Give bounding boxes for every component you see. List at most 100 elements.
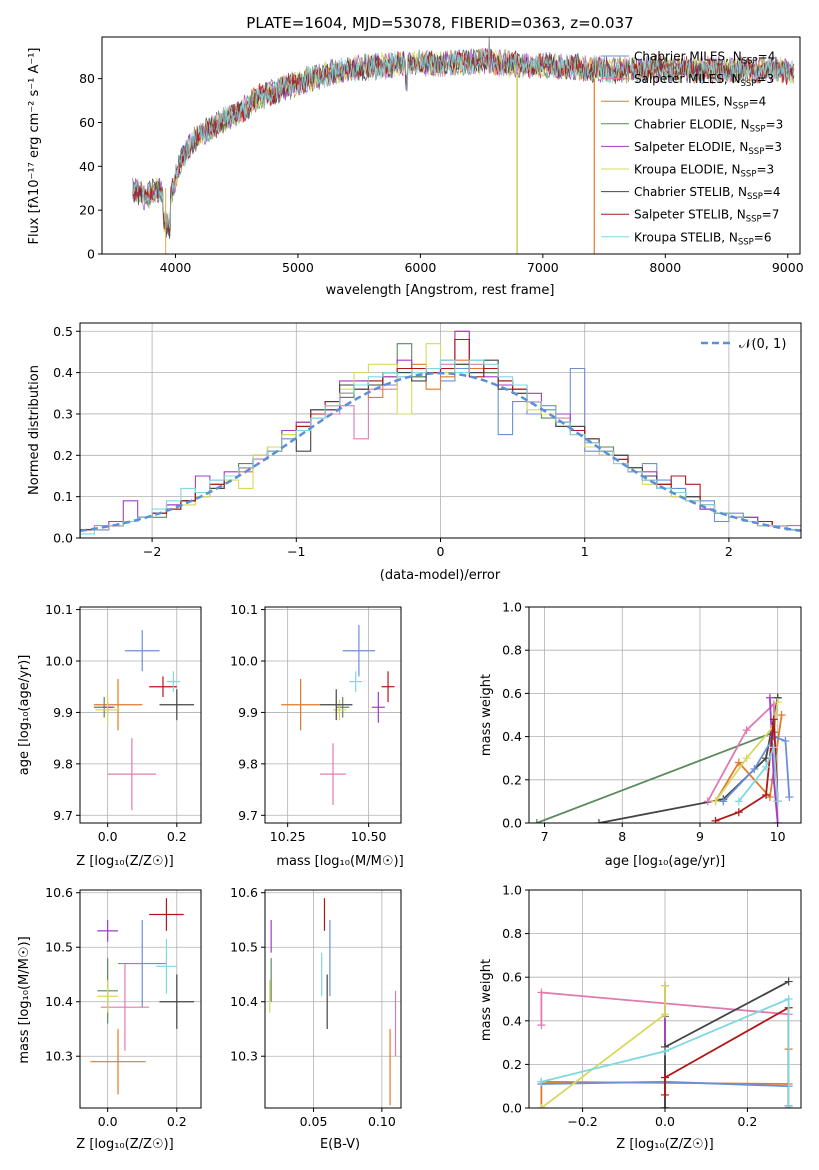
age-vs-z-ytick-label-2: 9.9	[53, 705, 73, 720]
residuals-xtick-label-3: 1	[581, 544, 589, 559]
legend-sub-4: SSP	[748, 147, 764, 157]
age-vs-mass-ytick-label-2: 9.9	[238, 705, 258, 720]
mass-ebv-panel: 0.05 0.10 10.3 10.4 10.5 10.6 E(B-V)	[230, 885, 402, 1152]
weight-vs-age-marker-3-1	[734, 758, 743, 767]
weight-age-plot: 7 8 9 10 0.0 0.2 0.4 0.6 0.8 1.0	[502, 600, 802, 844]
legend-name-1: Salpeter MILES, N	[634, 72, 741, 86]
mass-vs-ebv-ytick-label-3: 10.6	[230, 885, 258, 900]
weight-vs-z-ytick-label-2: 0.4	[502, 1013, 522, 1028]
legend-label-7: Salpeter STELIB, NSSP=7	[634, 208, 779, 225]
weight-vs-z-marker-5-2	[661, 981, 669, 990]
age-vs-mass-ytick-label-0: 9.7	[238, 808, 258, 823]
age-vs-z-ytick-label-3: 10.0	[45, 654, 73, 669]
weight-vs-age-ytick-label-5: 1.0	[502, 600, 522, 615]
mass-vs-ebv-ytick-label-0: 10.3	[230, 1049, 258, 1064]
weight-vs-age-marker-8-3	[773, 797, 782, 806]
residuals-xtick-label-4: 2	[725, 544, 733, 559]
weight-vs-age-frame	[528, 606, 802, 824]
weight-vs-age-ytick-label-1: 0.2	[502, 772, 522, 787]
weight-z-xlabel: Z [log₁₀(Z/Z☉)]	[616, 1137, 713, 1152]
legend-name-5: Kroupa ELODIE, N	[634, 163, 741, 177]
legend-name-2: Kroupa MILES, N	[634, 95, 733, 109]
age-vs-mass-frame	[264, 606, 402, 824]
age-z-ylabel: age [log₁₀(age/yr)]	[17, 655, 32, 776]
mass-vs-ebv-ticks: 0.05 0.10 10.3 10.4 10.5 10.6	[230, 885, 396, 1129]
weight-z-plot: −0.2 0.0 0.2 0.0 0.2 0.4 0.6 0.8 1.0	[502, 883, 802, 1129]
weight-vs-z-xtick-label-2: 0.2	[737, 1114, 757, 1129]
weight-vs-age-xtick-label-2: 9	[696, 829, 704, 844]
legend-label-6: Chabrier STELIB, NSSP=4	[634, 185, 781, 202]
weight-vs-age-marker-4-4	[785, 793, 794, 802]
mass-vs-z-ytick-label-1: 10.4	[45, 994, 73, 1009]
spectrum-ytick-label-3: 60	[79, 115, 95, 130]
weight-vs-age-marker-8-1	[762, 762, 771, 771]
age-vs-mass-ytick-label-3: 10.0	[230, 654, 258, 669]
mass-vs-ebv-grid	[265, 890, 401, 1108]
weight-age-panel: 7 8 9 10 0.0 0.2 0.4 0.6 0.8 1.0 age [log₁₀(age/y…	[479, 600, 802, 869]
weight-vs-z-marks	[537, 977, 793, 1108]
weight-vs-age-marker-4-0	[719, 797, 728, 806]
age-vs-z-ticks: 0.0 0.2 9.7 9.8 9.9 10.0 10.1	[45, 602, 187, 844]
legend-sub-7: SSP	[746, 215, 762, 225]
spectrum-panel: PLATE=1604, MJD=53078, FIBERID=0363, z=0…	[27, 14, 804, 298]
legend-suffix-0: =4	[758, 50, 776, 64]
weight-vs-age-line-8	[738, 747, 779, 802]
mass-ebv-plot: 0.05 0.10 10.3 10.4 10.5 10.6	[230, 885, 402, 1129]
spectrum-title: PLATE=1604, MJD=53078, FIBERID=0363, z=0…	[246, 14, 633, 32]
weight-vs-age-xtick-label-1: 8	[618, 829, 626, 844]
residuals-ytick-label-3: 0.3	[53, 406, 73, 421]
legend-name-0: Chabrier MILES, N	[634, 50, 742, 64]
weight-vs-age-marker-2-0	[703, 797, 712, 806]
spectrum-xlabel: wavelength [Angstrom, rest frame]	[326, 283, 555, 298]
legend-suffix-7: =7	[762, 208, 780, 222]
legend-suffix-8: =6	[754, 230, 772, 244]
legend-label-3: Chabrier ELODIE, NSSP=3	[634, 117, 783, 134]
spectrum-xtick-label-1: 5000	[282, 260, 314, 275]
legend-name-7: Salpeter STELIB, N	[634, 208, 746, 222]
legend-sub-5: SSP	[741, 170, 757, 180]
residuals-ticks: −2 −1 0 1 2 0.0 0.1 0.2 0.3 0.4 0.5	[53, 324, 733, 559]
legend-suffix-5: =3	[756, 163, 774, 177]
legend-sub-0: SSP	[742, 57, 758, 67]
weight-vs-age-marker-7-0	[711, 816, 720, 823]
weight-vs-z-marker-8-3	[784, 1101, 793, 1108]
weight-vs-z-xtick-label-1: 0.0	[655, 1114, 675, 1129]
spectrum-halpha	[487, 37, 491, 66]
legend-label-0: Chabrier MILES, NSSP=4	[634, 50, 775, 67]
legend-sub-2: SSP	[733, 102, 749, 112]
spectrum-plot: 4000 5000 6000 7000 8000 9000 0 20 40 60 80	[79, 36, 804, 275]
histogram-8	[80, 359, 801, 538]
age-vs-z-ytick-label-1: 9.8	[53, 756, 73, 771]
weight-vs-z-ytick-label-3: 0.6	[502, 970, 522, 985]
age-vs-z-marks	[93, 630, 195, 811]
weight-vs-z-marker-7-0	[661, 1090, 669, 1099]
legend-suffix-2: =4	[749, 95, 767, 109]
mass-vs-ebv-xtick-label-1: 0.10	[368, 1114, 396, 1129]
weight-vs-age-marker-5-0	[765, 693, 774, 702]
age-vs-z-ytick-label-4: 10.1	[45, 602, 73, 617]
age-vs-z-ytick-label-0: 9.7	[53, 808, 73, 823]
legend-sub-6: SSP	[747, 192, 763, 202]
mass-vs-ebv-marks	[269, 898, 397, 1106]
weight-vs-z-marker-6-2	[784, 977, 793, 986]
age-vs-mass-ytick-label-1: 9.8	[238, 756, 258, 771]
residuals-xtick-label-2: 0	[437, 544, 445, 559]
legend-label-4: Salpeter ELODIE, NSSP=3	[634, 140, 782, 157]
residuals-marks	[80, 330, 801, 538]
weight-vs-z-marker-5-1	[661, 1010, 669, 1019]
legend-suffix-6: =4	[763, 185, 781, 199]
age-mass-xlabel: mass [log₁₀(M/M☉)]	[276, 854, 403, 869]
weight-vs-age-marks	[532, 693, 794, 823]
age-vs-mass-xtick-label-0: 10.25	[270, 829, 306, 844]
weight-vs-age-marker-8-0	[734, 797, 743, 806]
spectrum-ytick-label-0: 0	[87, 247, 95, 262]
mass-z-xlabel: Z [log₁₀(Z/Z☉)]	[76, 1137, 173, 1152]
residual-legend: 𝒩(0, 1)	[701, 337, 786, 352]
weight-vs-age-marker-7-1	[734, 808, 743, 817]
mass-vs-ebv-frame	[264, 889, 402, 1109]
weight-z-ylabel: mass weight	[479, 959, 494, 1041]
residuals-xtick-label-0: −2	[143, 544, 161, 559]
spectrum-xtick-label-5: 9000	[772, 260, 804, 275]
